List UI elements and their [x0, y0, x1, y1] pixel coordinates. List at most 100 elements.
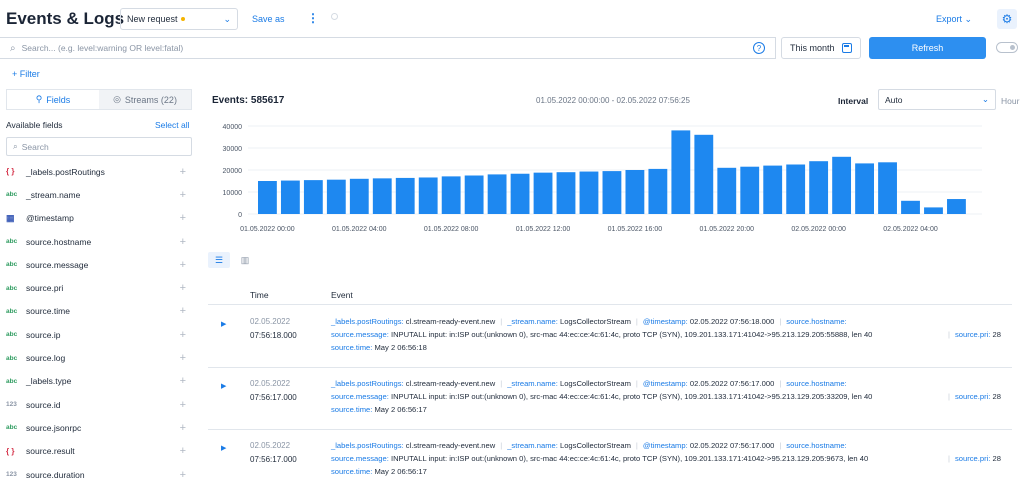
histogram-bar[interactable]	[602, 171, 622, 214]
add-field-icon[interactable]: +	[179, 212, 186, 225]
field-item[interactable]: abc source.time +	[6, 300, 192, 323]
histogram-bar[interactable]	[901, 200, 920, 214]
request-select[interactable]: New request ⌄	[120, 8, 238, 30]
add-field-icon[interactable]: +	[179, 398, 186, 411]
add-field-icon[interactable]: +	[179, 188, 186, 201]
event-key[interactable]: source.message:	[331, 330, 389, 339]
event-key[interactable]: @timestamp:	[642, 317, 688, 326]
field-search-input[interactable]: ⌕ Search	[6, 137, 192, 156]
interval-select[interactable]: Auto ⌄	[878, 89, 996, 110]
period-select[interactable]: This month	[781, 37, 861, 59]
field-item[interactable]: { } _labels.postRoutings +	[6, 160, 192, 183]
histogram-bar[interactable]	[579, 171, 599, 214]
event-key[interactable]: @timestamp:	[642, 379, 688, 388]
add-field-icon[interactable]: +	[179, 468, 186, 481]
tab-fields[interactable]: ⚲ Fields	[7, 90, 99, 109]
save-as-button[interactable]: Save as	[252, 14, 285, 24]
event-key[interactable]: _labels.postRoutings:	[331, 317, 404, 326]
event-key[interactable]: _stream.name:	[507, 379, 558, 388]
expand-row-icon[interactable]: ▶	[221, 445, 227, 452]
tab-streams[interactable]: ◎ Streams (22)	[99, 90, 191, 109]
event-key[interactable]: _labels.postRoutings:	[331, 441, 404, 450]
event-key[interactable]: source.hostname:	[786, 441, 847, 450]
histogram-bar[interactable]	[280, 180, 300, 214]
histogram-bar[interactable]	[671, 130, 691, 214]
histogram-bar[interactable]	[418, 177, 438, 214]
histogram-bar[interactable]	[809, 161, 829, 214]
field-item[interactable]: abc source.jsonrpc +	[6, 416, 192, 439]
event-key[interactable]: source.time:	[331, 405, 373, 414]
histogram-bar[interactable]	[258, 181, 277, 214]
field-item[interactable]: abc _stream.name +	[6, 183, 192, 206]
list-view-icon[interactable]: ☰	[208, 252, 230, 268]
more-options-icon[interactable]: ⋮	[307, 11, 319, 25]
event-key[interactable]: _stream.name:	[507, 441, 558, 450]
histogram-bar[interactable]	[395, 177, 415, 214]
histogram-bar[interactable]	[924, 207, 943, 214]
event-key[interactable]: source.hostname:	[786, 317, 847, 326]
export-button[interactable]: Export ⌄	[936, 14, 972, 25]
histogram-bar[interactable]	[625, 170, 645, 214]
histogram-bar[interactable]	[303, 180, 323, 214]
field-item[interactable]: abc source.hostname +	[6, 230, 192, 253]
field-item[interactable]: abc source.pri +	[6, 276, 192, 299]
event-key[interactable]: _labels.postRoutings:	[331, 379, 404, 388]
histogram-bar[interactable]	[510, 173, 530, 214]
histogram-bar[interactable]	[878, 162, 897, 214]
field-item[interactable]: abc source.ip +	[6, 323, 192, 346]
histogram-bar[interactable]	[947, 199, 966, 214]
histogram-bar[interactable]	[533, 172, 553, 214]
event-key[interactable]: source.hostname:	[786, 379, 847, 388]
histogram-bar[interactable]	[763, 165, 783, 214]
add-field-icon[interactable]: +	[179, 235, 186, 248]
event-key[interactable]: source.message:	[331, 454, 389, 463]
add-field-icon[interactable]: +	[179, 305, 186, 318]
refresh-button[interactable]: Refresh	[869, 37, 986, 59]
histogram-bar[interactable]	[556, 172, 576, 214]
field-item[interactable]: abc _labels.type +	[6, 370, 192, 393]
select-all-link[interactable]: Select all	[155, 120, 190, 130]
histogram-bar[interactable]	[464, 175, 484, 215]
histogram-bar[interactable]	[717, 167, 737, 214]
histogram-bar[interactable]	[487, 174, 507, 214]
histogram-bar[interactable]	[326, 179, 346, 214]
histogram-bar[interactable]	[832, 156, 852, 214]
event-key[interactable]: source.time:	[331, 343, 373, 352]
field-item[interactable]: ▦ @timestamp +	[6, 207, 192, 230]
add-field-icon[interactable]: +	[179, 445, 186, 458]
field-item[interactable]: abc source.log +	[6, 346, 192, 369]
search-input[interactable]	[21, 43, 622, 53]
table-row[interactable]: ▶ 02.05.2022 07:56:17.000 _labels.postRouti…	[208, 368, 1012, 430]
event-key[interactable]: source.message:	[331, 392, 389, 401]
field-item[interactable]: abc source.message +	[6, 253, 192, 276]
field-item[interactable]: 123 source.duration +	[6, 463, 192, 482]
table-row[interactable]: ▶ 02.05.2022 07:56:18.000 _labels.postRouti…	[208, 306, 1012, 368]
add-filter-button[interactable]: + Filter	[12, 69, 40, 79]
event-key[interactable]: _stream.name:	[507, 317, 558, 326]
histogram-bar[interactable]	[786, 164, 806, 215]
add-field-icon[interactable]: +	[179, 258, 186, 271]
gear-icon[interactable]: ⚙	[997, 9, 1017, 29]
histogram-bar[interactable]	[372, 178, 392, 214]
event-key[interactable]: source.time:	[331, 467, 373, 476]
histogram-bar[interactable]	[648, 168, 668, 214]
event-key[interactable]: source.pri:	[954, 392, 991, 401]
field-item[interactable]: 123 source.id +	[6, 393, 192, 416]
expand-row-icon[interactable]: ▶	[221, 383, 227, 390]
add-field-icon[interactable]: +	[179, 165, 186, 178]
add-field-icon[interactable]: +	[179, 282, 186, 295]
histogram-bar[interactable]	[855, 163, 874, 214]
table-view-icon[interactable]: ▥	[240, 254, 250, 265]
event-key[interactable]: source.pri:	[954, 454, 991, 463]
event-key[interactable]: source.pri:	[954, 330, 991, 339]
histogram-bar[interactable]	[349, 178, 369, 214]
add-field-icon[interactable]: +	[179, 352, 186, 365]
auto-refresh-toggle[interactable]	[996, 42, 1018, 53]
histogram-bar[interactable]	[740, 166, 760, 214]
field-item[interactable]: { } source.result +	[6, 440, 192, 463]
add-field-icon[interactable]: +	[179, 375, 186, 388]
event-key[interactable]: @timestamp:	[642, 441, 688, 450]
column-event[interactable]: Event	[331, 290, 353, 300]
add-field-icon[interactable]: +	[179, 328, 186, 341]
add-field-icon[interactable]: +	[179, 421, 186, 434]
